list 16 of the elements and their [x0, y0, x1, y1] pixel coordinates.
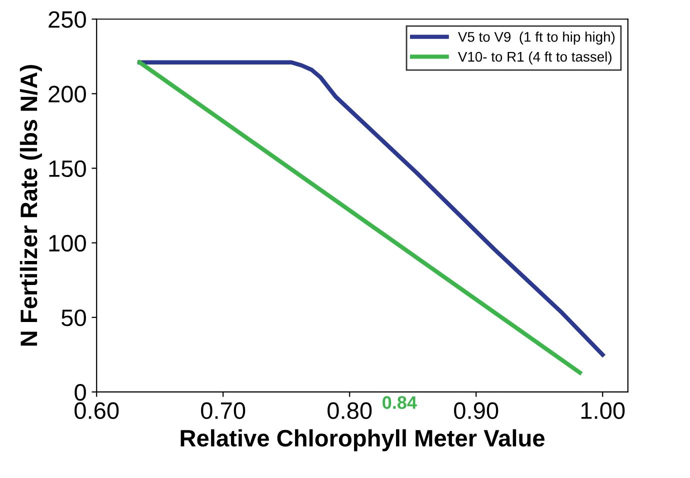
x-tick-label: 0.60: [74, 402, 119, 420]
y-axis-title: N Fertilizer Rate (lbs N/A): [20, 65, 42, 346]
legend-label: V10- to R1 (4 ft to tassel): [458, 52, 612, 64]
x-tick-label: 0.70: [201, 402, 246, 420]
legend-label: V5 to V9 (1 ft to hip high): [458, 32, 615, 45]
x-tick-label: 0.90: [454, 402, 498, 420]
y-tick-label: 50: [62, 309, 86, 326]
y-tick-label: 250: [48, 11, 86, 28]
y-tick-label: 200: [48, 86, 86, 102]
x-tick-label: 0.80: [328, 402, 372, 420]
y-tick-label: 100: [49, 234, 86, 252]
y-tick-label: 150: [49, 160, 86, 178]
x-axis-title: Relative Chlorophyll Meter Value: [180, 429, 544, 452]
y-tick-label: 0: [74, 384, 86, 401]
x-tick-label: 1.00: [581, 402, 625, 420]
text: 0.84: [382, 396, 417, 409]
